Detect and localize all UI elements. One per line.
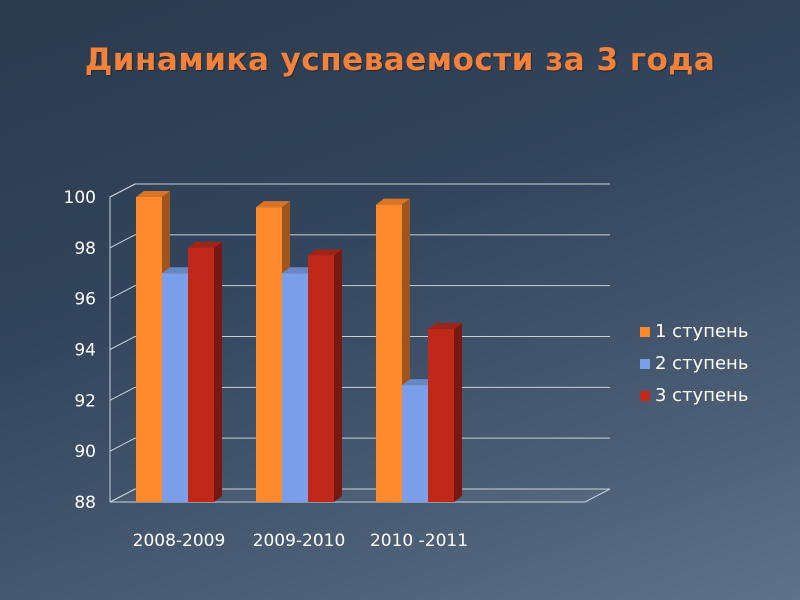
gridline: [109, 183, 610, 198]
bar-top: [256, 201, 290, 208]
bar-front: [428, 329, 454, 502]
legend-label: 3 ступень: [655, 385, 748, 406]
bar-top: [428, 323, 462, 330]
bar-front: [188, 247, 214, 502]
bar-front: [308, 255, 334, 502]
bar: [188, 241, 222, 503]
bar-front: [136, 197, 162, 502]
bar: [428, 323, 462, 502]
bar: [308, 249, 342, 502]
y-tick-label: 98: [74, 239, 96, 259]
bar-top: [162, 267, 196, 274]
bar-top: [402, 379, 436, 386]
y-tick-label: 90: [74, 442, 96, 462]
bar-side: [214, 241, 222, 503]
legend-swatch: [640, 391, 650, 401]
bar-top: [308, 249, 342, 256]
bar-front: [282, 273, 308, 502]
y-tick-label: 92: [74, 391, 96, 411]
chart-bars: [136, 191, 462, 503]
legend-swatch: [640, 359, 650, 369]
y-axis-ticks: 88 90 92 94 96 98 100: [64, 188, 96, 513]
bar-side: [334, 249, 342, 502]
bar-side: [454, 323, 462, 502]
gridline: [109, 285, 610, 300]
bar-front: [402, 385, 428, 502]
y-tick-label: 88: [74, 493, 96, 513]
chart-title: Динамика успеваемости за 3 года: [84, 42, 716, 78]
bar-top: [282, 267, 316, 274]
y-tick-label: 100: [64, 188, 96, 208]
bar-top: [376, 198, 410, 205]
bar-front: [162, 273, 188, 502]
x-category-label: 2009-2010: [253, 531, 346, 551]
x-category-label: 2010 -2011: [370, 531, 468, 551]
legend-swatch: [640, 327, 650, 337]
bar-front: [376, 204, 402, 502]
y-tick-label: 94: [74, 341, 96, 361]
bar-top: [136, 191, 170, 197]
chart-legend: 1 ступень 2 ступень 3 ступень: [640, 321, 748, 406]
legend-label: 1 ступень: [655, 321, 748, 342]
x-category-label: 2008-2009: [133, 531, 226, 551]
bar-front: [256, 207, 282, 502]
bar-top: [188, 241, 222, 248]
x-axis-labels: 2008-2009 2009-2010 2010 -2011: [133, 531, 468, 551]
bar: [376, 198, 410, 502]
gridline: [109, 234, 610, 249]
legend-label: 2 ступень: [655, 353, 748, 374]
y-tick-label: 96: [74, 290, 96, 310]
